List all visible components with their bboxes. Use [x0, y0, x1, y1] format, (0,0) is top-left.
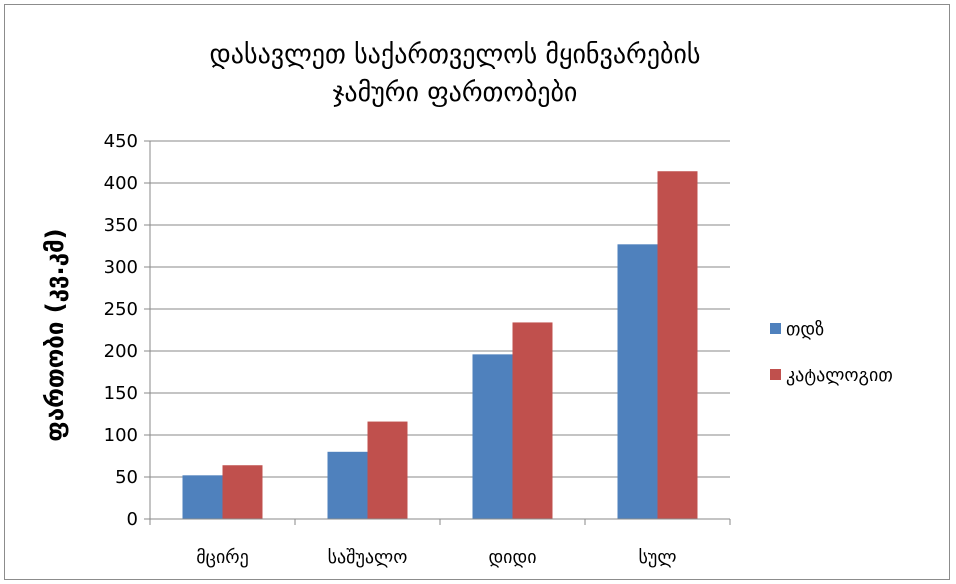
bars	[182, 171, 698, 520]
x-tick-labels: მცირე საშუალო დიდი სულ	[196, 547, 676, 568]
y-tick-label: 50	[115, 467, 138, 488]
x-tick-label: საშუალო	[328, 547, 408, 568]
y-axis-label: ფართობი (კვ.კმ)	[41, 228, 69, 441]
y-tick-label: 300	[104, 257, 138, 278]
bar-tdz-1	[327, 451, 368, 519]
legend: თდზ კატალოგით	[770, 319, 893, 386]
bar-catalog-0	[222, 465, 263, 519]
legend-label: თდზ	[786, 319, 824, 340]
chart-title: დასავლეთ საქართველოს მყინვარების ჯამური …	[210, 40, 701, 108]
bar-catalog-2	[512, 322, 553, 519]
legend-swatch	[770, 369, 781, 380]
y-tick-label: 100	[104, 425, 138, 446]
x-tick-label: სულ	[639, 547, 677, 568]
y-tick-label: 350	[104, 215, 138, 236]
y-tick-label: 150	[104, 383, 138, 404]
bar-tdz-2	[472, 354, 513, 519]
y-tick-label: 400	[104, 173, 138, 194]
y-tick-label: 250	[104, 299, 138, 320]
y-tick-label: 0	[127, 509, 138, 530]
bar-catalog-3	[657, 171, 698, 520]
x-tick-label: დიდი	[488, 547, 536, 568]
legend-swatch	[770, 323, 781, 334]
x-tick-label: მცირე	[196, 547, 248, 568]
axes	[144, 140, 731, 525]
y-tick-label: 200	[104, 341, 138, 362]
legend-label: კატალოგით	[786, 365, 893, 386]
chart-title-line-2: ჯამური ფართობები	[333, 78, 578, 108]
gridlines	[150, 140, 730, 478]
y-tick-labels: 0 50 100 150 200 250 300 350 400 450	[104, 131, 138, 530]
bar-catalog-1	[367, 421, 408, 519]
bar-tdz-3	[617, 244, 658, 519]
bar-chart: დასავლეთ საქართველოს მყინვარების ჯამური …	[41, 40, 893, 568]
chart-title-line-1: დასავლეთ საქართველოს მყინვარების	[210, 40, 701, 70]
bar-tdz-0	[182, 475, 223, 519]
y-tick-label: 450	[104, 131, 138, 152]
chart-frame: დასავლეთ საქართველოს მყინვარების ჯამური …	[4, 4, 950, 580]
